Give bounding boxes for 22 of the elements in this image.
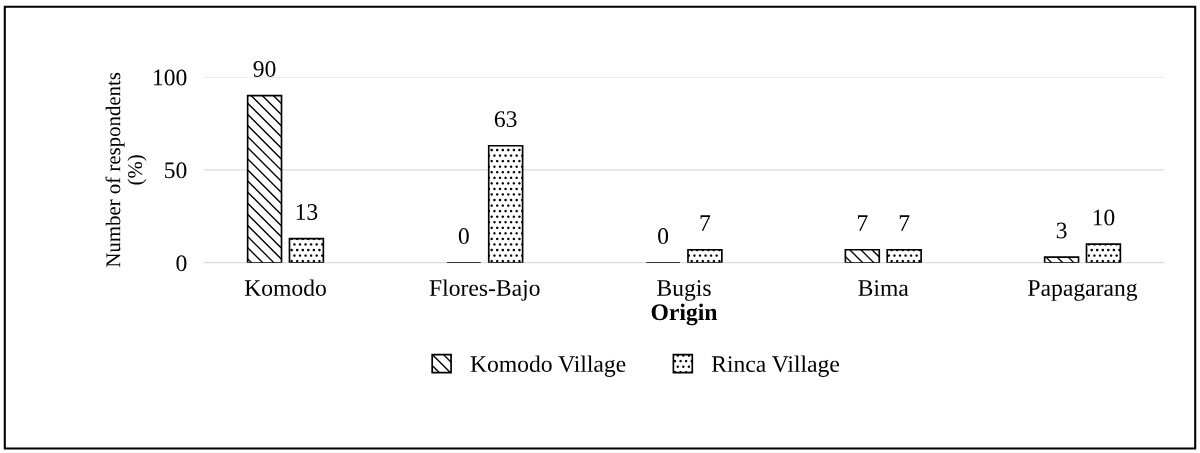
data-label: 7 — [857, 215, 868, 231]
legend-label: Rinca Village — [711, 355, 839, 377]
y-tick-label: 0 — [176, 255, 187, 272]
data-label: 7 — [899, 215, 910, 231]
y-axis-title: Number of respondents (%) — [105, 72, 147, 268]
data-label: 10 — [1093, 209, 1115, 226]
x-tick-label: Komodo — [244, 279, 326, 297]
x-tick-label: Papagarang — [1028, 280, 1138, 301]
data-label: 63 — [494, 111, 517, 128]
data-label: 3 — [1056, 222, 1067, 239]
data-label: 0 — [458, 228, 469, 245]
data-label: 0 — [658, 228, 669, 245]
x-axis-title: Origin — [651, 303, 718, 326]
y-tick-label: 50 — [165, 162, 187, 179]
legend-label: Komodo Village — [470, 355, 626, 377]
y-tick-label: 100 — [153, 69, 187, 86]
data-label: 7 — [700, 215, 711, 231]
data-label: 13 — [296, 204, 318, 220]
x-tick-label: Flores-Bajo — [429, 279, 540, 301]
x-tick-label: Bima — [858, 280, 909, 297]
data-label: 90 — [253, 60, 276, 77]
x-tick-label: Bugis — [657, 280, 711, 301]
